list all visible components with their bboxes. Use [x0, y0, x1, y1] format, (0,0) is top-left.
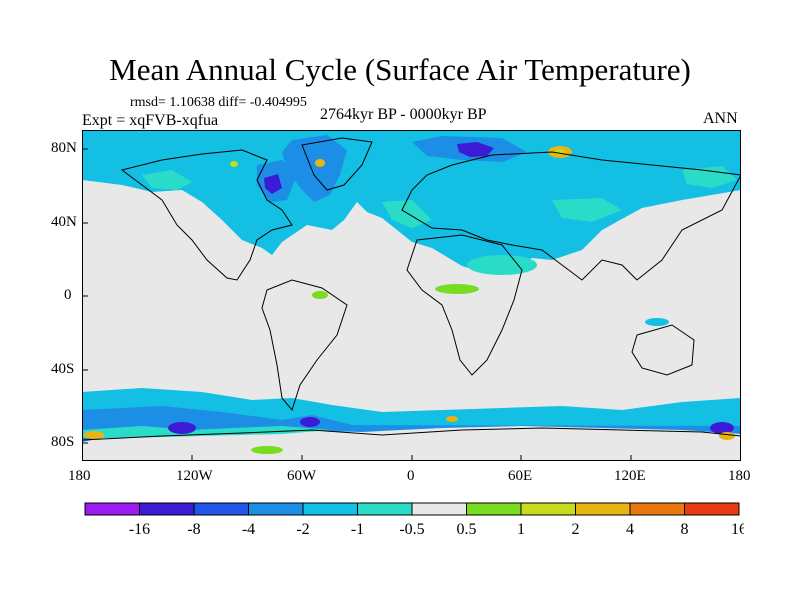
- mild-patch-4: [682, 166, 737, 188]
- map-title: Mean Annual Cycle (Surface Air Temperatu…: [109, 52, 691, 87]
- legend-swatch: [84, 502, 140, 516]
- amazon-warm-patch: [312, 291, 328, 299]
- africa-warm-patch: [435, 284, 479, 294]
- antarctic-cold-spot-2: [300, 417, 320, 427]
- coastlines: [82, 137, 741, 441]
- lon-label-180w: 180: [68, 468, 91, 484]
- stats-text: rmsd= 1.10638 diff= -0.404995: [130, 95, 307, 110]
- legend-label: -0.5: [399, 521, 424, 538]
- legend-swatch: [411, 502, 467, 516]
- greenland-cooling: [282, 135, 347, 202]
- legend-label: 16: [731, 521, 744, 538]
- greenland-warm-spot: [315, 159, 325, 167]
- legend-swatch: [466, 502, 522, 516]
- lat-label-80n: 80N: [51, 140, 77, 156]
- antarctic-warm-spot-2: [446, 416, 458, 422]
- antarctic-warm-spot-1: [84, 431, 104, 439]
- antarctic-warm-spot-3: [719, 432, 735, 440]
- antarctic-cold-spot-3: [710, 422, 734, 434]
- mild-patch-1: [142, 170, 192, 190]
- legend-swatch: [629, 502, 685, 516]
- lon-label-0: 0: [407, 468, 415, 484]
- world-map: [82, 130, 741, 461]
- legend-label: 0.5: [457, 521, 477, 538]
- lon-label-60w: 60W: [287, 468, 317, 484]
- legend-swatch: [357, 502, 413, 516]
- legend-swatch: [248, 502, 304, 516]
- legend-swatch: [302, 502, 358, 516]
- legend-swatch: [684, 502, 740, 516]
- lat-label-40n: 40N: [51, 214, 77, 230]
- lat-label-equator: 0: [64, 287, 72, 303]
- legend-label: -4: [242, 521, 255, 538]
- lat-label-80s: 80S: [51, 434, 75, 450]
- hudson-coldest-patch: [264, 174, 282, 194]
- lat-label-40s: 40S: [51, 361, 75, 377]
- lon-label-120w: 120W: [176, 468, 213, 484]
- lon-label-60e: 60E: [508, 468, 533, 484]
- map-ticks: [82, 148, 632, 461]
- season-label: ANN: [703, 110, 738, 127]
- sahara-cool-patch: [467, 255, 537, 275]
- antarctic-green-spot: [251, 446, 283, 454]
- legend-label: -2: [296, 521, 309, 538]
- legend-label: 8: [681, 521, 689, 538]
- legend-label: -16: [129, 521, 150, 538]
- antarctic-mild-edge: [82, 426, 332, 438]
- legend-swatch: [139, 502, 195, 516]
- arctic-warm-spot: [230, 161, 238, 167]
- legend-label: 2: [572, 521, 580, 538]
- lon-label-180e: 180: [728, 468, 751, 484]
- experiment-label: Expt = xqFVB-xqfua: [82, 112, 219, 129]
- legend-label: -1: [351, 521, 364, 538]
- legend-label: 1: [517, 521, 525, 538]
- antarctic-cold-spot-1: [168, 422, 196, 434]
- legend-label: -8: [187, 521, 200, 538]
- lon-label-120e: 120E: [614, 468, 646, 484]
- period-label: 2764kyr BP - 0000kyr BP: [320, 106, 487, 123]
- color-legend: -16 -8 -4 -2 -1 -0.5 0.5 1 2 4 8 16: [84, 502, 744, 538]
- legend-swatch: [575, 502, 631, 516]
- arctic-coldest-patch: [457, 142, 494, 157]
- legend-swatch: [193, 502, 249, 516]
- mild-patch-3: [552, 198, 622, 222]
- legend-swatch: [520, 502, 576, 516]
- indonesia-cool-patch: [645, 318, 669, 326]
- legend-label: 4: [626, 521, 634, 538]
